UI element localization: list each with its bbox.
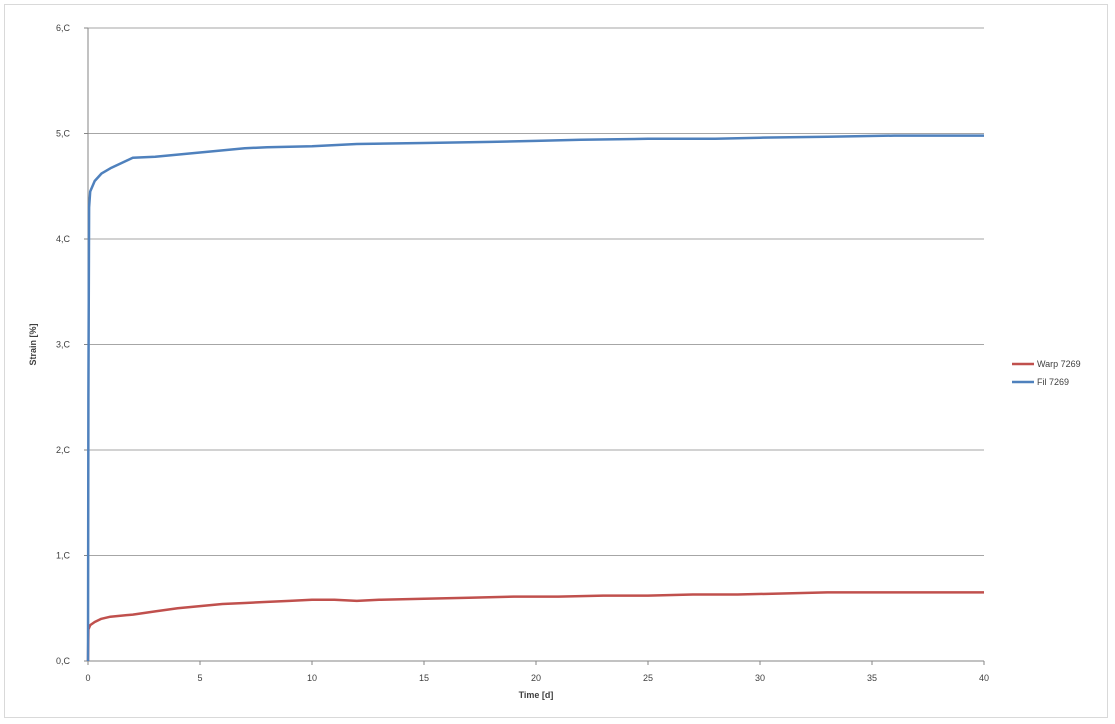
x-axis-title: Time [d]: [519, 690, 554, 700]
x-tick-label: 40: [979, 673, 989, 683]
legend-label: Fil 7269: [1037, 377, 1069, 387]
x-tick-label: 25: [643, 673, 653, 683]
y-tick-labels: 0,C 1,C 2,C 3,C 4,C 5,C 6,C: [56, 23, 88, 666]
y-tick-label: 2,C: [56, 445, 71, 455]
x-tick-label: 5: [197, 673, 202, 683]
y-tick-label: 1,C: [56, 551, 71, 561]
legend: Warp 7269 Fil 7269: [1012, 359, 1081, 387]
y-tick-label: 4,C: [56, 234, 71, 244]
x-tick-label: 30: [755, 673, 765, 683]
series-line-1: [86, 134, 984, 662]
y-tick-label: 6,C: [56, 23, 71, 33]
x-tick-label: 15: [419, 673, 429, 683]
x-tick-labels: 0 5 10 15 20 25 30 35 40: [85, 661, 989, 683]
y-tick-label: 3,C: [56, 340, 71, 350]
chart-frame: [4, 4, 1108, 718]
x-tick-label: 0: [85, 673, 90, 683]
y-tick-label: 0,C: [56, 656, 71, 666]
series-lines: [86, 134, 984, 662]
x-tick-label: 10: [307, 673, 317, 683]
y-tick-label: 5,C: [56, 129, 71, 139]
x-tick-label: 20: [531, 673, 541, 683]
series-line-0: [86, 591, 984, 662]
y-axis-title: Strain [%]: [28, 323, 38, 365]
x-tick-label: 35: [867, 673, 877, 683]
legend-label: Warp 7269: [1037, 359, 1081, 369]
gridlines: [88, 27, 984, 556]
